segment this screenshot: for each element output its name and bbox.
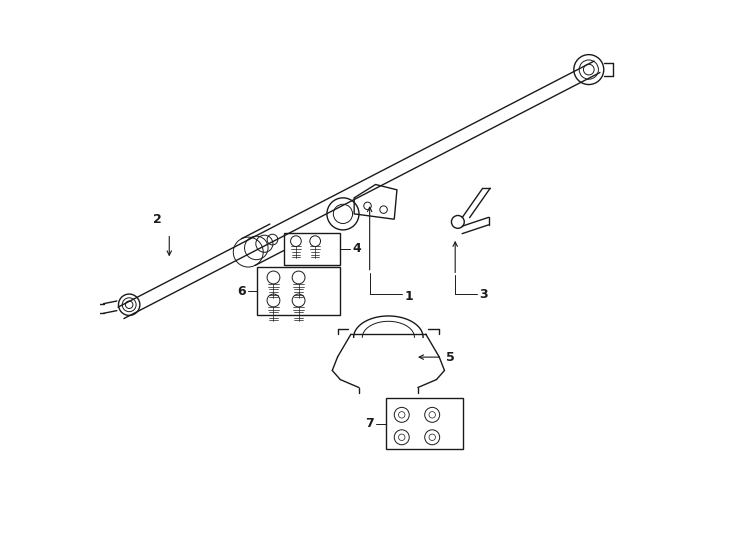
Text: 7: 7 [366,417,374,430]
Text: 4: 4 [352,242,361,255]
Text: 2: 2 [153,213,162,226]
Text: 3: 3 [479,287,488,301]
Text: 5: 5 [446,350,455,363]
Text: 1: 1 [404,290,413,303]
Text: 6: 6 [237,285,246,298]
